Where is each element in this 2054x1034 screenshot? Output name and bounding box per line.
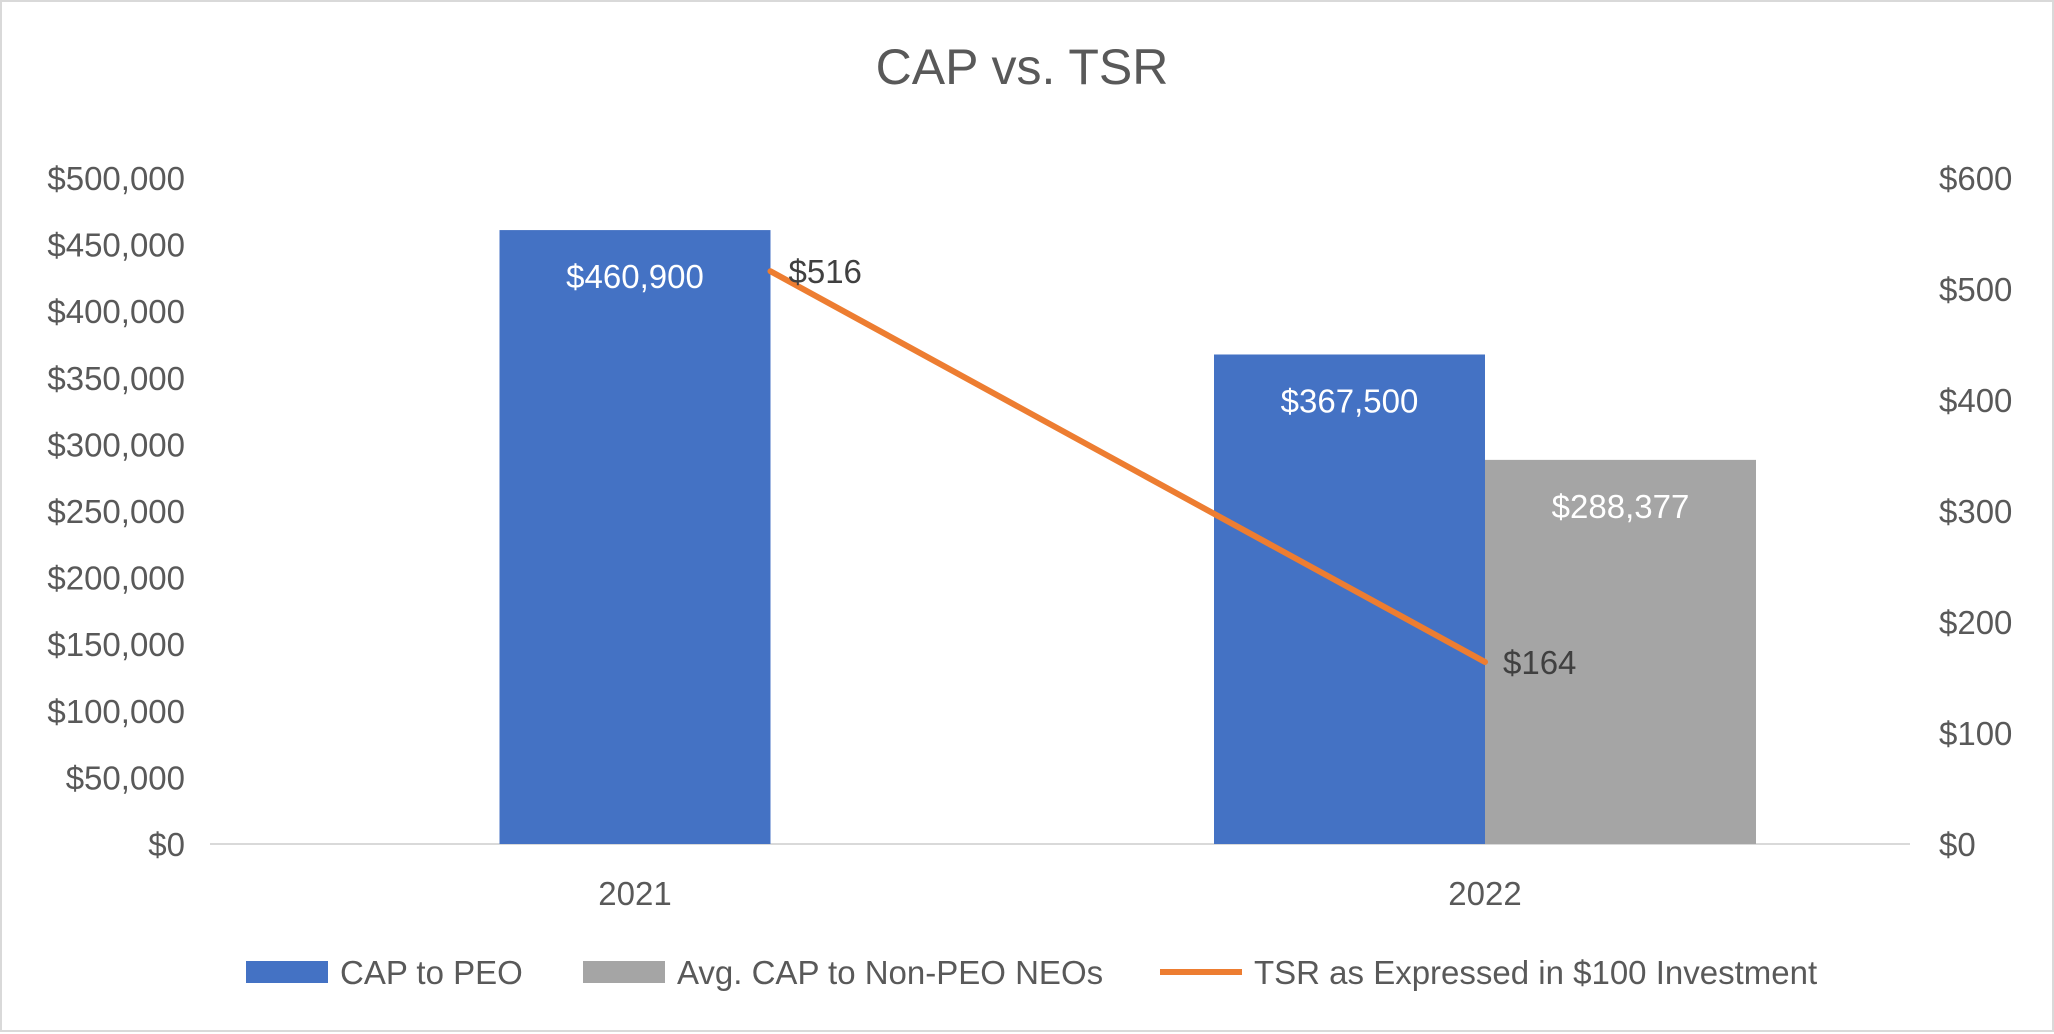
bar-avg-cap-to-non-peo-neos-2022 [1485, 459, 1756, 844]
left-axis-tick-label: $350,000 [47, 360, 185, 397]
right-axis-tick-label: $600 [1939, 160, 2012, 197]
bars-group [499, 230, 1756, 845]
x-axis-tick-label: 2022 [1448, 875, 1521, 912]
x-axis-tick-label: 2021 [598, 875, 671, 912]
right-axis-tick-label: $0 [1939, 826, 1976, 863]
tsr-data-label: $516 [789, 253, 862, 290]
left-axis-tick-label: $450,000 [47, 227, 185, 264]
right-axis-tick-label: $200 [1939, 604, 2012, 641]
left-axis-tick-label: $250,000 [47, 493, 185, 530]
chart-title: CAP vs. TSR [876, 39, 1169, 95]
bar-cap-to-peo-2022 [1214, 354, 1485, 844]
tsr-data-label: $164 [1503, 644, 1576, 681]
left-axis-tick-label: $400,000 [47, 293, 185, 330]
left-axis-tick-label: $200,000 [47, 560, 185, 597]
left-axis-tick-label: $50,000 [66, 759, 185, 796]
right-axis-tick-label: $500 [1939, 271, 2012, 308]
data-labels-group: $460,900 $367,500 $288,377 $516 $164 [566, 253, 1689, 681]
right-axis-ticks: $0 $100 $200 $300 $400 $500 $600 [1939, 160, 2012, 863]
bar-data-label: $367,500 [1281, 382, 1419, 419]
left-axis-ticks: $0 $50,000 $100,000 $150,000 $200,000 $250,00… [47, 160, 185, 863]
bar-data-label: $460,900 [566, 258, 704, 295]
left-axis-tick-label: $500,000 [47, 160, 185, 197]
tsr-line-group [767, 268, 1488, 665]
legend-swatch [583, 961, 665, 983]
bar-cap-to-peo-2021 [499, 230, 771, 845]
legend-label: TSR as Expressed in $100 Investment [1254, 954, 1817, 991]
legend-label: CAP to PEO [340, 954, 523, 991]
right-axis-tick-label: $400 [1939, 382, 2012, 419]
left-axis-tick-label: $0 [148, 826, 185, 863]
left-axis-tick-label: $300,000 [47, 426, 185, 463]
bar-data-label: $288,377 [1552, 488, 1690, 525]
legend-label: Avg. CAP to Non-PEO NEOs [677, 954, 1103, 991]
left-axis-tick-label: $100,000 [47, 693, 185, 730]
legend: CAP to PEO Avg. CAP to Non-PEO NEOs TSR as… [246, 954, 1817, 991]
legend-swatch [246, 961, 328, 983]
right-axis-tick-label: $100 [1939, 715, 2012, 752]
x-axis-ticks: 2021 2022 [598, 875, 1521, 912]
left-axis-tick-label: $150,000 [47, 626, 185, 663]
right-axis-tick-label: $300 [1939, 493, 2012, 530]
tsr-line [767, 268, 1488, 665]
